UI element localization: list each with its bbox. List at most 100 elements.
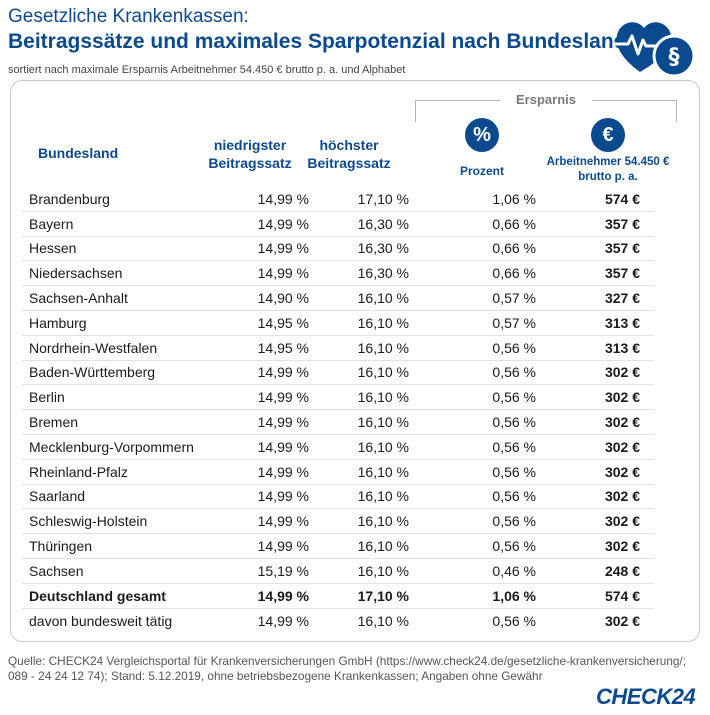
check24-logo: CHECK24 bbox=[596, 684, 696, 709]
header-hoechster: höchster Beitragssatz bbox=[307, 137, 391, 171]
cell-hoechster: 16,10 % bbox=[357, 389, 409, 406]
cell-niedrigster: 14,99 % bbox=[257, 587, 309, 604]
cell-ersparnis-euro: 302 € bbox=[604, 513, 640, 530]
table-row: Bayern 14,99 % 16,30 % 0,66 % 357 € bbox=[22, 212, 654, 237]
cell-bundesland: Bayern bbox=[29, 215, 74, 232]
table-card bbox=[10, 80, 700, 642]
cell-hoechster: 16,30 % bbox=[357, 215, 409, 232]
cell-ersparnis-euro: 302 € bbox=[604, 438, 640, 455]
table-row: davon bundesweit tätig 14,99 % 16,10 % 0,56… bbox=[22, 609, 654, 634]
cell-hoechster: 16,10 % bbox=[357, 538, 409, 555]
cell-bundesland: Saarland bbox=[29, 488, 86, 505]
cell-bundesland: Niedersachsen bbox=[29, 265, 123, 282]
table-row: Rheinland-Pfalz 14,99 % 16,10 % 0,56 % 302 € bbox=[22, 460, 654, 485]
cell-prozent: 0,56 % bbox=[492, 364, 536, 381]
cell-hoechster: 16,10 % bbox=[357, 562, 409, 579]
cell-bundesland: Hessen bbox=[29, 240, 77, 257]
cell-bundesland: Berlin bbox=[29, 389, 65, 406]
cell-ersparnis-euro: 302 € bbox=[604, 463, 640, 480]
cell-ersparnis-euro: 574 € bbox=[604, 190, 640, 207]
cell-ersparnis-euro: 302 € bbox=[604, 488, 640, 505]
cell-niedrigster: 14,99 % bbox=[257, 240, 309, 257]
cell-ersparnis-euro: 574 € bbox=[604, 587, 640, 604]
cell-hoechster: 16,30 % bbox=[357, 265, 409, 282]
cell-ersparnis-euro: 327 € bbox=[604, 290, 640, 307]
cell-niedrigster: 14,99 % bbox=[257, 513, 309, 530]
cell-bundesland: Nordrhein-Westfalen bbox=[29, 339, 158, 356]
cell-niedrigster: 14,99 % bbox=[257, 463, 309, 480]
table-row: Hamburg 14,95 % 16,10 % 0,57 % 313 € bbox=[22, 311, 654, 336]
cell-niedrigster: 14,90 % bbox=[257, 290, 309, 307]
cell-prozent: 0,66 % bbox=[492, 240, 536, 257]
header-prozent: Prozent bbox=[459, 164, 504, 178]
cell-prozent: 0,56 % bbox=[492, 438, 536, 455]
ersparnis-label: Ersparnis bbox=[500, 92, 592, 107]
cell-hoechster: 16,10 % bbox=[357, 612, 409, 629]
cell-bundesland: Hamburg bbox=[29, 314, 87, 331]
cell-prozent: 0,57 % bbox=[492, 290, 536, 307]
cell-prozent: 0,56 % bbox=[492, 339, 536, 356]
table-row: Hessen 14,99 % 16,30 % 0,66 % 357 € bbox=[22, 237, 654, 262]
cell-bundesland: Thüringen bbox=[29, 538, 93, 555]
cell-prozent: 0,56 % bbox=[492, 513, 536, 530]
table-row: Saarland 14,99 % 16,10 % 0,56 % 302 € bbox=[22, 485, 654, 510]
cell-hoechster: 16,10 % bbox=[357, 488, 409, 505]
cell-niedrigster: 14,99 % bbox=[257, 612, 309, 629]
cell-hoechster: 16,10 % bbox=[357, 314, 409, 331]
table-row: Sachsen-Anhalt 14,90 % 16,10 % 0,57 % 327 € bbox=[22, 286, 654, 311]
cell-niedrigster: 14,99 % bbox=[257, 190, 309, 207]
table-row: Deutschland gesamt 14,99 % 17,10 % 1,06 % 57… bbox=[22, 584, 654, 609]
table-row: Nordrhein-Westfalen 14,95 % 16,10 % 0,56 % 3… bbox=[22, 336, 654, 361]
table-row: Bremen 14,99 % 16,10 % 0,56 % 302 € bbox=[22, 410, 654, 435]
cell-niedrigster: 14,95 % bbox=[257, 339, 309, 356]
header-bundesland: Bundesland bbox=[38, 145, 119, 161]
cell-prozent: 0,57 % bbox=[492, 314, 536, 331]
cell-prozent: 1,06 % bbox=[492, 190, 536, 207]
subtitle: sortiert nach maximale Ersparnis Arbeitn… bbox=[8, 64, 406, 76]
cell-hoechster: 16,10 % bbox=[357, 290, 409, 307]
euro-icon: € bbox=[591, 118, 625, 152]
cell-bundesland: Rheinland-Pfalz bbox=[29, 463, 128, 480]
cell-niedrigster: 14,99 % bbox=[257, 389, 309, 406]
table-row: Mecklenburg-Vorpommern 14,99 % 16,10 % 0,56… bbox=[22, 435, 654, 460]
cell-ersparnis-euro: 248 € bbox=[604, 562, 640, 579]
cell-hoechster: 16,10 % bbox=[357, 463, 409, 480]
cell-bundesland: davon bundesweit tätig bbox=[29, 612, 173, 629]
cell-prozent: 0,56 % bbox=[492, 488, 536, 505]
cell-ersparnis-euro: 357 € bbox=[604, 265, 640, 282]
cell-bundesland: Brandenburg bbox=[29, 190, 110, 207]
header-niedrigster: niedrigster Beitragssatz bbox=[208, 137, 292, 171]
cell-bundesland: Sachsen bbox=[29, 562, 84, 579]
cell-prozent: 0,66 % bbox=[492, 265, 536, 282]
table-row: Thüringen 14,99 % 16,10 % 0,56 % 302 € bbox=[22, 534, 654, 559]
cell-niedrigster: 14,99 % bbox=[257, 438, 309, 455]
cell-hoechster: 16,10 % bbox=[357, 438, 409, 455]
table-row: Sachsen 15,19 % 16,10 % 0,46 % 248 € bbox=[22, 559, 654, 584]
cell-hoechster: 16,10 % bbox=[357, 364, 409, 381]
cell-hoechster: 16,10 % bbox=[357, 414, 409, 431]
cell-hoechster: 16,30 % bbox=[357, 240, 409, 257]
cell-bundesland: Baden-Württemberg bbox=[29, 364, 156, 381]
cell-niedrigster: 15,19 % bbox=[257, 562, 309, 579]
cell-prozent: 0,46 % bbox=[492, 562, 536, 579]
table-row: Niedersachsen 14,99 % 16,30 % 0,66 % 357 € bbox=[22, 261, 654, 287]
table-row: Berlin 14,99 % 16,10 % 0,56 % 302 € bbox=[22, 385, 654, 411]
title-small: Gesetzliche Krankenkassen: bbox=[8, 6, 249, 27]
cell-hoechster: 16,10 % bbox=[357, 339, 409, 356]
cell-ersparnis-euro: 302 € bbox=[604, 389, 640, 406]
cell-ersparnis-euro: 302 € bbox=[604, 612, 640, 629]
cell-prozent: 0,56 % bbox=[492, 414, 536, 431]
cell-niedrigster: 14,99 % bbox=[257, 364, 309, 381]
cell-niedrigster: 14,95 % bbox=[257, 314, 309, 331]
cell-prozent: 0,56 % bbox=[492, 538, 536, 555]
cell-prozent: 1,06 % bbox=[492, 587, 536, 604]
cell-niedrigster: 14,99 % bbox=[257, 265, 309, 282]
cell-ersparnis-euro: 302 € bbox=[604, 414, 640, 431]
cell-hoechster: 16,10 % bbox=[357, 513, 409, 530]
heart-pulse-paragraph-icon: § bbox=[614, 22, 696, 78]
table-row: Brandenburg 14,99 % 17,10 % 1,06 % 574 € bbox=[22, 187, 654, 212]
data-table: Brandenburg 14,99 % 17,10 % 1,06 % 574 € Baye… bbox=[22, 187, 654, 633]
cell-bundesland: Mecklenburg-Vorpommern bbox=[29, 438, 194, 455]
cell-bundesland: Bremen bbox=[29, 414, 79, 431]
cell-niedrigster: 14,99 % bbox=[257, 488, 309, 505]
